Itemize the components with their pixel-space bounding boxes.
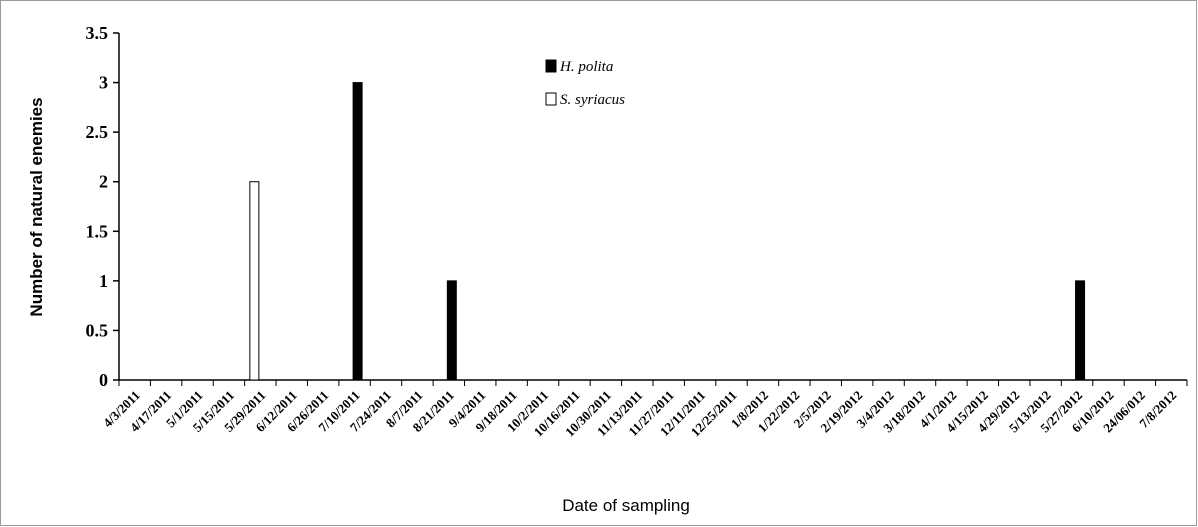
legend-label-h-polita: H. polita	[559, 59, 613, 75]
bar-h-polita	[1075, 280, 1086, 381]
y-tick-label: 0	[99, 370, 108, 390]
y-tick-label: 3.5	[86, 23, 109, 43]
y-tick-label: 3	[99, 73, 108, 93]
legend-swatch-h-polita	[545, 59, 557, 73]
legend-swatch-s-syriacus	[545, 92, 557, 106]
x-axis: 4/3/20114/17/20115/1/20115/15/20115/29/2…	[100, 379, 1188, 439]
x-axis-title: Date of sampling	[562, 496, 690, 515]
y-axis: 0 0.5 1 1.5 2 2.5 3 3.5	[86, 23, 120, 390]
y-axis-title: Number of natural enemies	[27, 97, 46, 316]
bar-h-polita	[352, 82, 363, 381]
bar-h-polita	[446, 280, 457, 381]
y-tick-label: 0.5	[86, 320, 109, 340]
legend: H. polita S. syriacus	[545, 59, 625, 108]
y-tick-label: 1	[99, 271, 108, 291]
y-tick-label: 2	[99, 172, 108, 192]
bar-s-syriacus	[249, 181, 260, 381]
legend-label-s-syriacus: S. syriacus	[560, 92, 625, 108]
y-tick-label: 2.5	[86, 122, 109, 142]
y-tick-label: 1.5	[86, 221, 109, 241]
bars	[249, 82, 1086, 381]
